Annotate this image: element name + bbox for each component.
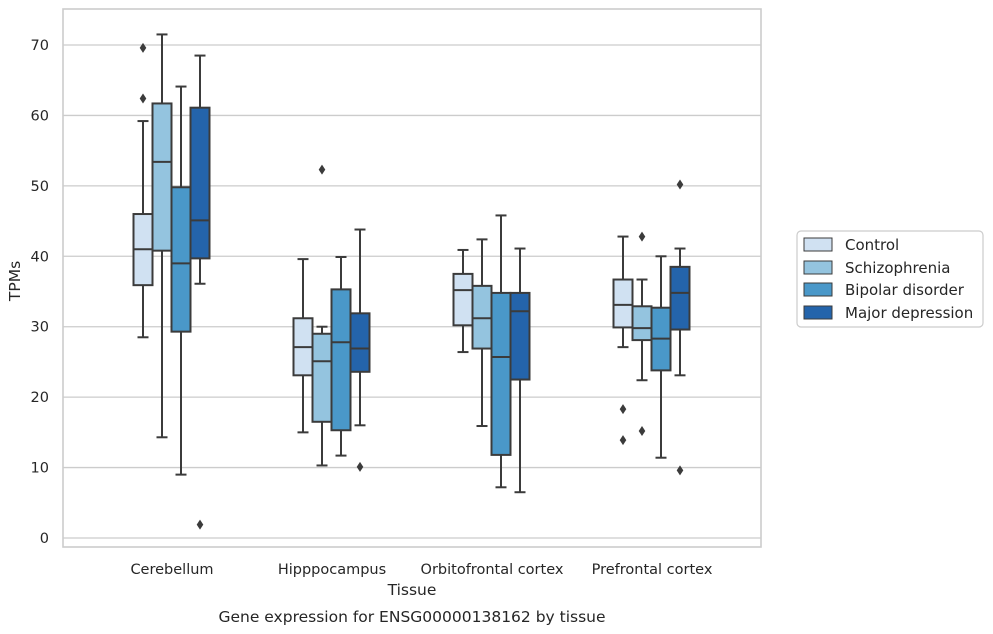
legend-swatch-schizophrenia [803,260,833,275]
outlier-point [619,435,627,446]
box-iqr [189,106,211,260]
legend-label-major-depression: Major depression [845,304,973,322]
outlier-point [676,465,684,476]
outlier-point [139,93,147,104]
outlier-point [318,164,326,175]
y-tick-label: 30 [31,320,49,336]
y-axis-title: TPMs [6,261,24,302]
plot-frame [62,8,762,548]
box-iqr [311,332,333,423]
outlier-point [638,425,646,436]
box-iqr [170,186,192,333]
box-iqr [151,102,173,252]
box-bipolar-disorder-prefrontal-cortex [650,255,672,459]
box-schizophrenia-prefrontal-cortex [631,231,653,436]
box-iqr [471,284,493,350]
y-tick-label: 70 [31,38,49,54]
box-major-depression-hipppocampus [349,228,371,472]
box-iqr [509,291,531,381]
box-major-depression-orbitofrontal-cortex [509,247,531,494]
x-tick-label-prefrontal-cortex: Prefrontal cortex [592,562,713,578]
box-control-prefrontal-cortex [612,235,634,446]
legend-label-bipolar-disorder: Bipolar disorder [845,281,965,299]
box-schizophrenia-cerebellum [151,33,173,439]
outlier-point [638,231,646,242]
box-iqr [669,265,691,331]
x-axis-title: Tissue [387,581,437,599]
box-iqr [612,278,634,329]
x-tick-label-orbitofrontal-cortex: Orbitofrontal cortex [421,562,564,578]
box-iqr [490,291,512,456]
legend-frame [796,230,984,328]
box-bipolar-disorder-orbitofrontal-cortex [490,214,512,489]
box-schizophrenia-orbitofrontal-cortex [471,238,493,428]
x-tick-label-hipppocampus: Hipppocampus [278,562,386,578]
legend-label-schizophrenia: Schizophrenia [845,259,950,277]
box-iqr [631,305,653,342]
y-tick-label: 40 [31,249,49,265]
box-iqr [349,312,371,373]
outlier-point [356,461,364,472]
box-series [132,33,691,530]
y-tick-label: 50 [31,179,49,195]
outlier-point [619,404,627,415]
box-major-depression-cerebellum [189,54,211,530]
legend-label-control: Control [845,236,899,254]
outlier-point [676,179,684,190]
box-iqr [452,272,474,327]
box-control-hipppocampus [292,258,314,434]
box-bipolar-disorder-cerebellum [170,85,192,476]
x-tick-label-cerebellum: Cerebellum [130,562,213,578]
y-tick-label: 0 [40,531,49,547]
x-tick-labels: Cerebellum Hipppocampus Orbitofrontal cort… [130,562,712,578]
y-tick-labels: 0 10 20 30 40 50 60 70 [31,38,49,547]
y-tick-label: 20 [31,390,49,406]
y-tick-label: 10 [31,461,49,477]
box-major-depression-prefrontal-cortex [669,179,691,476]
outlier-point [196,519,204,530]
legend: Control Schizophrenia Bipolar disorder M… [796,230,984,328]
legend-swatch-control [803,237,833,252]
box-control-cerebellum [132,42,154,339]
outlier-point [139,42,147,53]
legend-swatch-major-depression [803,305,833,320]
box-iqr [330,288,352,432]
y-tick-label: 60 [31,108,49,124]
legend-swatch-bipolar-disorder [803,282,833,297]
chart-caption: Gene expression for ENSG00000138162 by t… [218,608,605,626]
